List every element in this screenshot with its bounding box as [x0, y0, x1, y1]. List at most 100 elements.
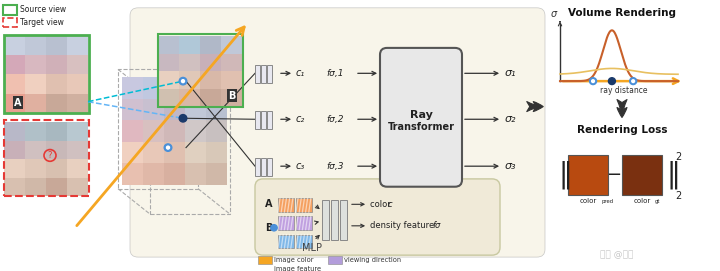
Text: Transformer: Transformer — [387, 122, 454, 132]
Circle shape — [164, 144, 172, 151]
Bar — [4, 122, 25, 141]
Bar — [179, 54, 200, 71]
Circle shape — [630, 78, 636, 85]
Text: image color: image color — [274, 257, 313, 263]
Bar — [122, 77, 143, 99]
Bar — [322, 200, 329, 240]
Text: fσ,2: fσ,2 — [326, 115, 343, 124]
Bar — [46, 94, 67, 113]
Bar — [255, 66, 260, 83]
Bar — [143, 77, 164, 99]
Bar — [278, 198, 294, 212]
Text: Ray: Ray — [410, 110, 433, 120]
Bar — [261, 66, 266, 83]
Bar — [158, 89, 179, 107]
Bar — [185, 77, 206, 99]
Bar — [25, 94, 46, 113]
Text: A: A — [265, 199, 272, 209]
Bar — [67, 35, 88, 55]
Bar — [67, 141, 88, 159]
Bar — [143, 120, 164, 142]
Text: density feature: density feature — [370, 221, 437, 230]
Bar — [46, 55, 67, 74]
Circle shape — [631, 80, 634, 82]
Text: 2: 2 — [675, 152, 681, 162]
Text: fσ,1: fσ,1 — [326, 69, 343, 78]
Text: B: B — [265, 223, 272, 233]
Text: B: B — [228, 91, 235, 101]
Bar — [4, 55, 25, 74]
Bar — [67, 178, 88, 196]
Text: 2: 2 — [675, 192, 681, 202]
FancyBboxPatch shape — [130, 8, 545, 257]
Bar — [221, 89, 242, 107]
Text: −: − — [606, 166, 621, 184]
Bar — [25, 74, 46, 94]
Bar — [4, 35, 89, 113]
Text: ‖: ‖ — [666, 161, 680, 189]
Circle shape — [271, 225, 277, 231]
Text: 知乎 @黄治: 知乎 @黄治 — [600, 250, 634, 259]
Text: Target view: Target view — [20, 18, 64, 27]
Bar — [67, 122, 88, 141]
Text: ‖: ‖ — [559, 161, 573, 189]
Text: image feature: image feature — [274, 266, 321, 271]
Bar — [267, 158, 272, 176]
Bar — [4, 159, 25, 178]
Bar — [340, 200, 347, 240]
Text: σ₂: σ₂ — [505, 114, 516, 124]
Text: c₃: c₃ — [296, 161, 305, 171]
Bar — [261, 111, 266, 129]
Bar — [122, 120, 143, 142]
Bar — [158, 54, 179, 71]
Bar — [164, 99, 185, 120]
Bar — [261, 158, 266, 176]
Bar — [331, 200, 338, 240]
Bar — [258, 256, 272, 264]
Bar — [200, 71, 221, 89]
Text: fσ: fσ — [432, 221, 440, 230]
Bar — [267, 111, 272, 129]
Bar — [143, 163, 164, 185]
Bar — [179, 89, 200, 107]
Bar — [185, 163, 206, 185]
Text: color: color — [370, 200, 393, 209]
Bar — [25, 141, 46, 159]
Bar — [122, 99, 143, 120]
Bar — [158, 36, 179, 54]
Bar — [164, 120, 185, 142]
Bar — [185, 120, 206, 142]
Circle shape — [590, 78, 597, 85]
Text: σ₃: σ₃ — [505, 161, 516, 171]
Circle shape — [608, 78, 616, 85]
Bar — [143, 99, 164, 120]
Bar — [4, 35, 25, 55]
Bar — [25, 55, 46, 74]
Bar — [221, 36, 242, 54]
Bar — [122, 142, 143, 163]
Text: color: color — [634, 198, 651, 204]
Text: c: c — [388, 200, 392, 209]
Text: Volume Rendering: Volume Rendering — [568, 8, 676, 18]
FancyBboxPatch shape — [255, 179, 500, 255]
Bar — [267, 66, 272, 83]
Bar — [258, 265, 272, 271]
Bar — [46, 122, 67, 141]
Text: viewing direction: viewing direction — [344, 257, 401, 263]
Text: Rendering Loss: Rendering Loss — [577, 125, 667, 135]
Bar — [255, 111, 260, 129]
Bar — [122, 163, 143, 185]
Text: c₁: c₁ — [296, 68, 305, 78]
Bar — [46, 178, 67, 196]
Bar — [164, 142, 185, 163]
Text: ?: ? — [48, 151, 53, 160]
Bar — [158, 71, 179, 89]
Bar — [296, 235, 312, 248]
Bar — [206, 142, 227, 163]
Bar — [206, 120, 227, 142]
Bar — [328, 256, 342, 264]
Bar — [158, 34, 243, 107]
Bar — [206, 77, 227, 99]
Bar — [568, 156, 608, 195]
Text: ray distance: ray distance — [600, 86, 648, 95]
